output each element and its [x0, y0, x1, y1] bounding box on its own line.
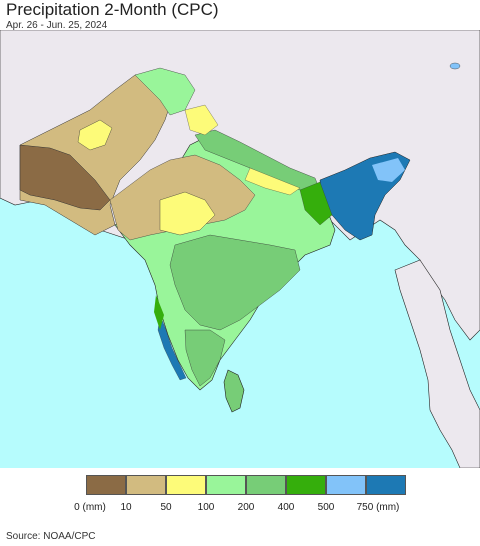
legend-swatch	[286, 475, 326, 495]
lake-marker	[449, 62, 461, 70]
region-balochistan-driest	[19, 144, 111, 211]
region-ne-green	[299, 181, 333, 226]
legend-tick-label: 400	[277, 502, 295, 513]
region-central-green	[169, 234, 301, 331]
region-ne-lightblue	[372, 158, 405, 182]
region-west-coast-green	[154, 295, 164, 330]
legend-tick-label: 200	[237, 502, 255, 513]
region-sri-lanka	[223, 369, 245, 413]
region-south-india	[184, 329, 226, 387]
region-nepal-yellow	[244, 167, 301, 196]
legend-tick-label: 100	[197, 502, 215, 513]
region-west-coast-wet	[157, 314, 187, 381]
land-southeast-asia	[394, 259, 480, 468]
legend-swatch	[326, 475, 366, 495]
source-label: Source: NOAA/CPC	[6, 531, 96, 542]
legend-tick-label: 750 (mm)	[356, 502, 400, 513]
legend-swatch	[126, 475, 166, 495]
map-subtitle: Apr. 26 - Jun. 25, 2024	[6, 20, 108, 31]
region-afghan-yellow	[77, 119, 113, 151]
legend-swatch	[206, 475, 246, 495]
legend-swatch	[366, 475, 406, 495]
legend-swatch	[166, 475, 206, 495]
legend-tick-label: 0 (mm)	[74, 502, 106, 513]
precipitation-map	[0, 30, 480, 468]
legend-tick-label: 10	[120, 502, 132, 513]
region-kashmir-yellow	[184, 104, 219, 136]
legend-swatch	[86, 475, 126, 495]
legend-swatch	[246, 475, 286, 495]
legend: 0 (mm) 10 50 100 200 400 500 750 (mm)	[0, 468, 480, 528]
region-central-yellow	[159, 191, 216, 236]
map-title: Precipitation 2-Month (CPC)	[6, 0, 219, 19]
legend-tick-label: 50	[160, 502, 172, 513]
legend-tick-label: 500	[317, 502, 335, 513]
